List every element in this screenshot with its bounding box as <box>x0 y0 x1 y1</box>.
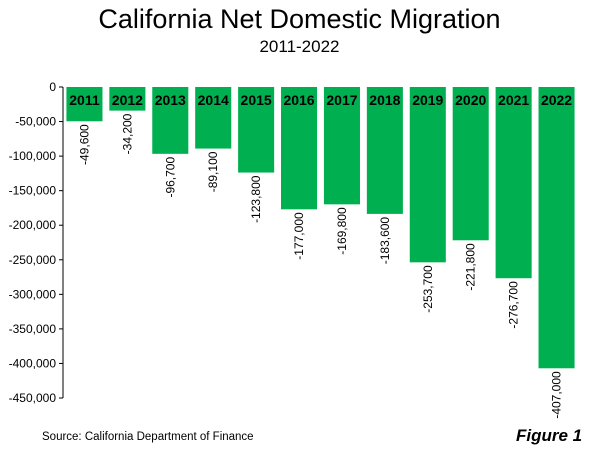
bar <box>323 87 360 205</box>
bar <box>152 87 189 154</box>
bar <box>409 87 446 263</box>
bar-chart: 0 -50,000 -100,000 -150,000 -200,000 -250,000… <box>9 80 575 419</box>
data-label: -89,100 <box>206 151 220 192</box>
y-tick-label: -100,000 <box>9 149 57 163</box>
y-tick-label: -400,000 <box>9 356 57 370</box>
y-tick-label: -200,000 <box>9 218 57 232</box>
chart-subtitle: 2011-2022 <box>259 37 340 56</box>
category-label: 2015 <box>241 92 272 108</box>
chart-title: California Net Domestic Migration <box>98 4 501 34</box>
bar <box>109 87 146 111</box>
y-tick-label: 0 <box>49 80 56 94</box>
data-label: -221,800 <box>464 243 478 291</box>
category-label: 2012 <box>112 92 143 108</box>
y-tick-label: -150,000 <box>9 184 57 198</box>
data-label: -276,700 <box>507 281 521 329</box>
data-label: -253,700 <box>421 265 435 313</box>
bar <box>195 87 232 149</box>
y-tick-label: -250,000 <box>9 253 57 267</box>
category-label: 2016 <box>283 92 314 108</box>
y-tick-label: -50,000 <box>15 115 56 129</box>
category-label: 2021 <box>498 92 529 108</box>
category-label: 2018 <box>369 92 400 108</box>
y-tick-label: -450,000 <box>9 391 57 405</box>
bars-group <box>66 87 575 369</box>
data-label: -169,800 <box>335 207 349 255</box>
y-axis: 0 -50,000 -100,000 -150,000 -200,000 -250,000… <box>9 80 64 405</box>
data-label: -177,000 <box>292 212 306 260</box>
labels-group: 2011 -49,600 2012 -34,200 2013 -96,700 2014 -89… <box>69 92 572 419</box>
category-label: 2014 <box>198 92 229 108</box>
category-label: 2020 <box>455 92 486 108</box>
category-label: 2017 <box>326 92 357 108</box>
bar <box>495 87 532 279</box>
category-label: 2019 <box>412 92 443 108</box>
source-note: Source: California Department of Finance <box>42 431 254 443</box>
data-label: -49,600 <box>77 124 91 165</box>
bar <box>66 87 103 122</box>
bar <box>366 87 403 214</box>
y-tick-label: -300,000 <box>9 287 57 301</box>
bar <box>538 87 575 369</box>
data-label: -407,000 <box>550 371 564 419</box>
bar <box>281 87 318 210</box>
y-tick-label: -350,000 <box>9 322 57 336</box>
bar <box>452 87 489 241</box>
bar <box>238 87 275 173</box>
category-label: 2022 <box>541 92 572 108</box>
category-label: 2013 <box>155 92 186 108</box>
data-label: -183,600 <box>378 217 392 265</box>
data-label: -123,800 <box>249 175 263 223</box>
data-label: -34,200 <box>120 113 134 154</box>
category-label: 2011 <box>69 92 100 108</box>
figure-label: Figure 1 <box>516 426 583 445</box>
data-label: -96,700 <box>163 157 177 198</box>
